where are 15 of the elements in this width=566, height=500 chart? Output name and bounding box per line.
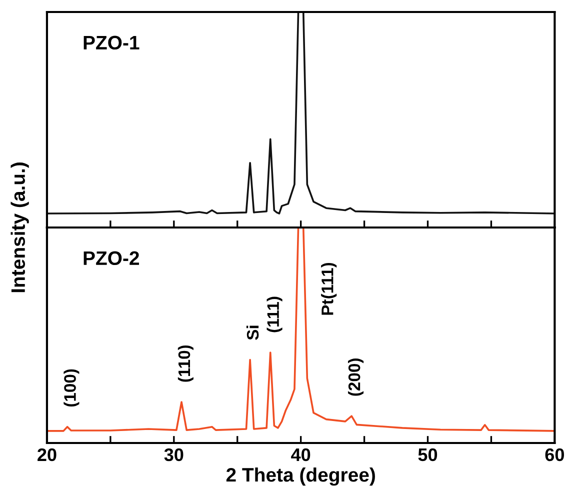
- annotation: (200): [348, 358, 364, 396]
- annotation: (100): [64, 369, 80, 407]
- x-axis-title: 2 Theta (degree): [226, 467, 375, 486]
- annotation: Pt(111): [321, 262, 337, 315]
- annotation: Si: [246, 326, 259, 340]
- text: PZO-2: [84, 251, 139, 266]
- x-tick-label: 50: [418, 448, 438, 462]
- x-tick-label: 30: [164, 448, 184, 462]
- text: PZO-1: [84, 36, 140, 50]
- x-tick-label: 20: [38, 448, 56, 462]
- annotation: (110): [178, 345, 194, 382]
- x-tick-label: 40: [291, 448, 310, 462]
- x-tick-label: 60: [545, 448, 564, 462]
- y-axis-title: Intensity (a.u.): [10, 162, 29, 292]
- annotation: (111): [266, 296, 282, 332]
